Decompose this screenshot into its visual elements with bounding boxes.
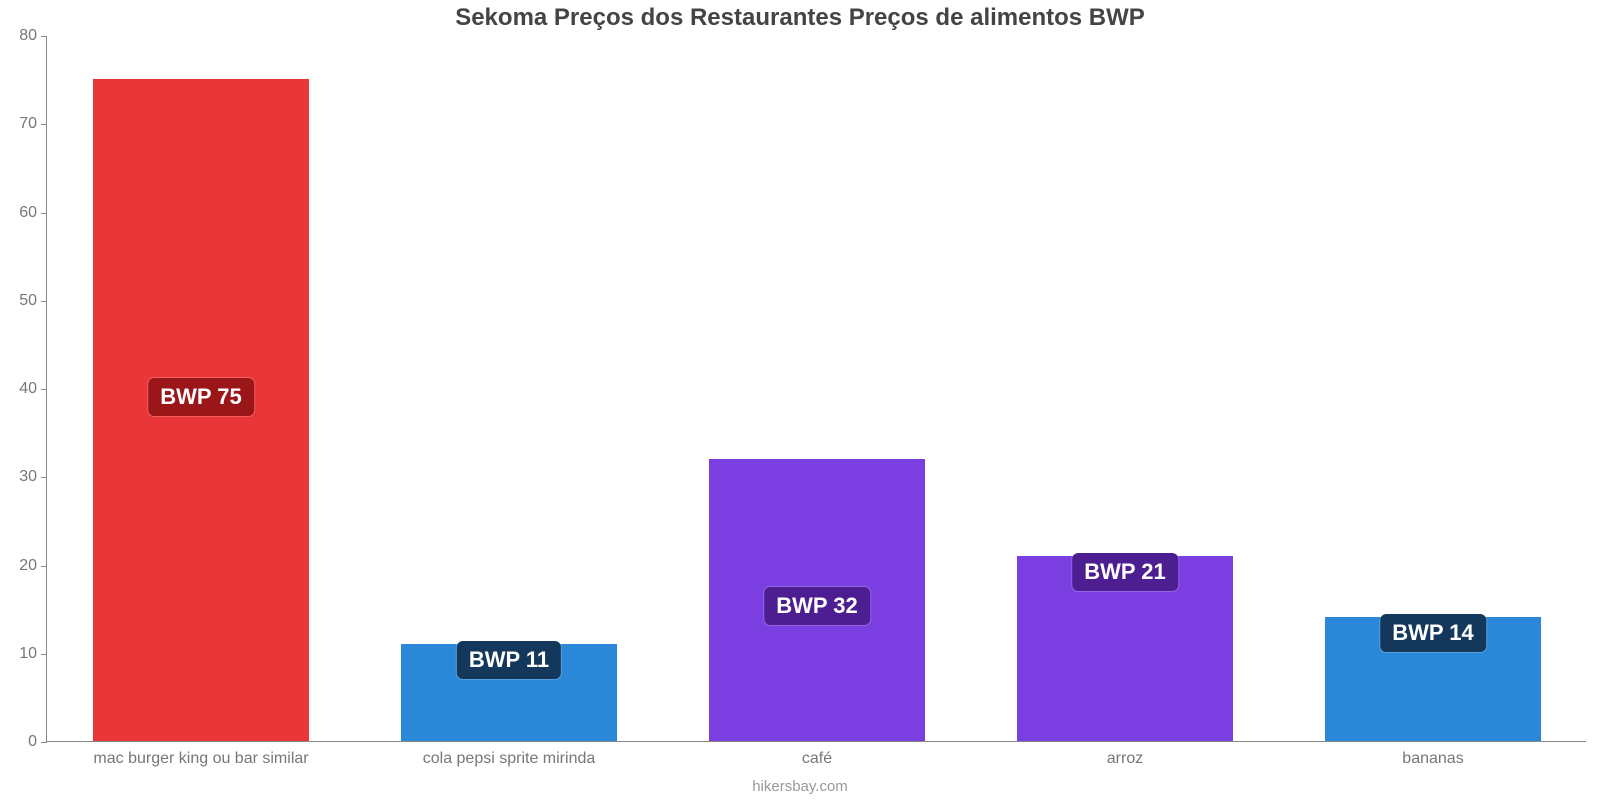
y-tick xyxy=(41,389,47,390)
x-tick-label: arroz xyxy=(1107,750,1143,768)
bar-value-badge: BWP 21 xyxy=(1072,553,1178,591)
y-tick-label: 80 xyxy=(3,27,37,45)
y-tick xyxy=(41,124,47,125)
y-tick xyxy=(41,654,47,655)
y-tick-label: 0 xyxy=(3,733,37,751)
y-tick-label: 30 xyxy=(3,468,37,486)
y-tick-label: 10 xyxy=(3,645,37,663)
bar-value-badge: BWP 14 xyxy=(1380,614,1486,652)
y-tick xyxy=(41,742,47,743)
x-tick-label: bananas xyxy=(1402,750,1463,768)
bar-value-badge: BWP 75 xyxy=(148,378,254,416)
y-tick xyxy=(41,213,47,214)
y-tick-label: 20 xyxy=(3,557,37,575)
x-tick-label: café xyxy=(802,750,832,768)
x-tick-label: mac burger king ou bar similar xyxy=(93,750,308,768)
y-tick xyxy=(41,301,47,302)
y-tick xyxy=(41,36,47,37)
bar-value-badge: BWP 11 xyxy=(457,641,561,679)
x-tick-label: cola pepsi sprite mirinda xyxy=(423,750,596,768)
attribution-text: hikersbay.com xyxy=(0,778,1600,795)
plot-area: 01020304050607080BWP 75mac burger king o… xyxy=(46,36,1586,742)
bar-value-badge: BWP 32 xyxy=(764,587,870,625)
y-tick-label: 50 xyxy=(3,292,37,310)
y-tick-label: 70 xyxy=(3,115,37,133)
y-tick xyxy=(41,566,47,567)
chart-title: Sekoma Preços dos Restaurantes Preços de… xyxy=(0,4,1600,32)
y-tick-label: 40 xyxy=(3,380,37,398)
y-tick xyxy=(41,477,47,478)
y-tick-label: 60 xyxy=(3,204,37,222)
